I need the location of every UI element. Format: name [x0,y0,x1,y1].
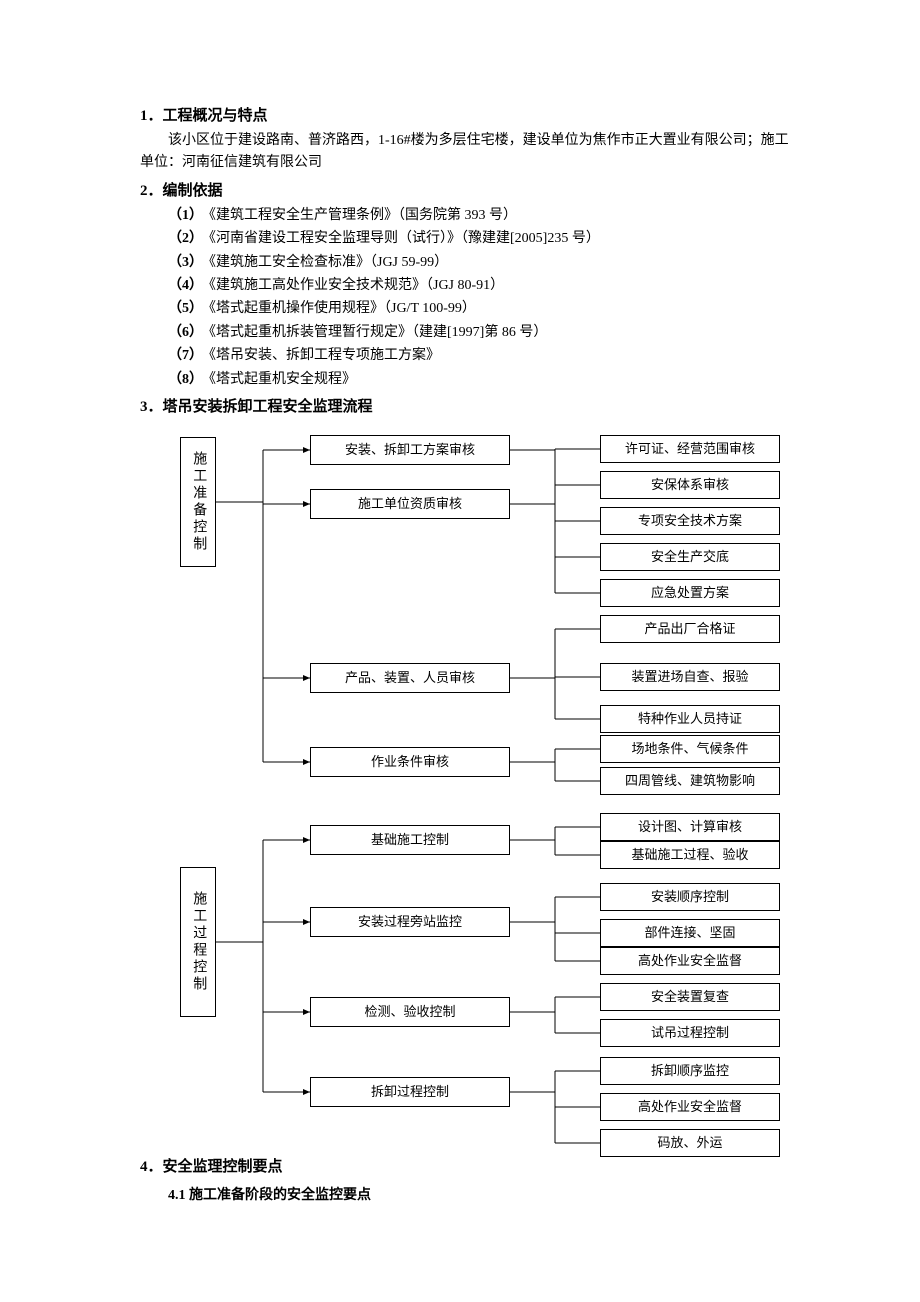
flow-left-group: 施工准备控制 [180,437,216,567]
s4-num: 4． [140,1159,163,1175]
flow-mid-node: 安装过程旁站监控 [310,907,510,937]
flow-mid-node: 基础施工控制 [310,825,510,855]
s1-para: 该小区位于建设路南、普济路西，1-16#楼为多层住宅楼，建设单位为焦作市正大置业… [140,130,800,175]
flow-right-node: 专项安全技术方案 [600,507,780,535]
basis-text: 《建筑施工安全检查标准》（JGJ 59-99） [209,255,448,270]
basis-num: （7） [168,348,203,363]
flow-mid-node: 施工单位资质审核 [310,489,510,519]
basis-item: （7） 《塔吊安装、拆卸工程专项施工方案》 [168,345,800,367]
basis-num: （5） [168,301,203,316]
flow-right-node: 许可证、经营范围审核 [600,435,780,463]
flow-left-group: 施工过程控制 [180,867,216,1017]
flow-right-node: 码放、外运 [600,1129,780,1157]
heading-s3: 3．塔吊安装拆卸工程安全监理流程 [140,395,800,419]
basis-num: （8） [168,372,203,387]
flow-right-node: 安全生产交底 [600,543,780,571]
s2-num: 2． [140,183,163,199]
basis-num: （6） [168,325,203,340]
basis-item: （4） 《建筑施工高处作业安全技术规范》（JGJ 80-91） [168,275,800,297]
flow-right-node: 部件连接、坚固 [600,919,780,947]
basis-text: 《塔式起重机操作使用规程》（JG/T 100-99） [209,301,476,316]
flow-right-node: 安全装置复查 [600,983,780,1011]
flow-right-node: 产品出厂合格证 [600,615,780,643]
basis-text: 《建筑施工高处作业安全技术规范》（JGJ 80-91） [209,278,504,293]
basis-item: （3） 《建筑施工安全检查标准》（JGJ 59-99） [168,252,800,274]
basis-text: 《塔式起重机拆装管理暂行规定》（建建[1997]第 86 号） [209,325,547,340]
heading-s1: 1．工程概况与特点 [140,104,800,128]
flow-right-node: 拆卸顺序监控 [600,1057,780,1085]
s1-num: 1． [140,108,163,124]
subheading-s4-1: 4.1 施工准备阶段的安全监控要点 [168,1185,800,1207]
flow-right-node: 基础施工过程、验收 [600,841,780,869]
s1-title: 工程概况与特点 [163,108,268,124]
flow-right-node: 安保体系审核 [600,471,780,499]
basis-num: （1） [168,208,203,223]
basis-item: （6） 《塔式起重机拆装管理暂行规定》（建建[1997]第 86 号） [168,322,800,344]
s3-num: 3． [140,399,163,415]
flow-right-node: 特种作业人员持证 [600,705,780,733]
basis-item: （5） 《塔式起重机操作使用规程》（JG/T 100-99） [168,298,800,320]
flow-right-node: 安装顺序控制 [600,883,780,911]
s2-title: 编制依据 [163,183,223,199]
heading-s2: 2．编制依据 [140,179,800,203]
flow-mid-node: 安装、拆卸工方案审核 [310,435,510,465]
basis-item: （2） 《河南省建设工程安全监理导则（试行）》（豫建建[2005]235 号） [168,228,800,250]
basis-text: 《塔式起重机安全规程》 [209,372,356,387]
flow-mid-node: 检测、验收控制 [310,997,510,1027]
flow-right-node: 高处作业安全监督 [600,947,780,975]
basis-num: （4） [168,278,203,293]
s3-title: 塔吊安装拆卸工程安全监理流程 [163,399,373,415]
basis-text: 《建筑工程安全生产管理条例》（国务院第 393 号） [209,208,517,223]
heading-s4: 4．安全监理控制要点 [140,1155,800,1179]
flow-mid-node: 产品、装置、人员审核 [310,663,510,693]
s4-title: 安全监理控制要点 [163,1159,283,1175]
basis-item: （1） 《建筑工程安全生产管理条例》（国务院第 393 号） [168,205,800,227]
basis-num: （2） [168,231,203,246]
flow-mid-node: 作业条件审核 [310,747,510,777]
basis-item: （8） 《塔式起重机安全规程》 [168,369,800,391]
flow-right-node: 场地条件、气候条件 [600,735,780,763]
basis-num: （3） [168,255,203,270]
basis-text: 《河南省建设工程安全监理导则（试行）》（豫建建[2005]235 号） [209,231,600,246]
flow-right-node: 装置进场自查、报验 [600,663,780,691]
flow-mid-node: 拆卸过程控制 [310,1077,510,1107]
flow-right-node: 设计图、计算审核 [600,813,780,841]
flowchart: 施工准备控制施工过程控制 安装、拆卸工方案审核施工单位资质审核产品、装置、人员审核… [160,427,810,1147]
flow-right-node: 应急处置方案 [600,579,780,607]
flow-right-node: 四周管线、建筑物影响 [600,767,780,795]
basis-text: 《塔吊安装、拆卸工程专项施工方案》 [209,348,440,363]
flow-right-node: 高处作业安全监督 [600,1093,780,1121]
flow-right-node: 试吊过程控制 [600,1019,780,1047]
basis-list: （1） 《建筑工程安全生产管理条例》（国务院第 393 号） （2） 《河南省建设工… [140,205,800,391]
